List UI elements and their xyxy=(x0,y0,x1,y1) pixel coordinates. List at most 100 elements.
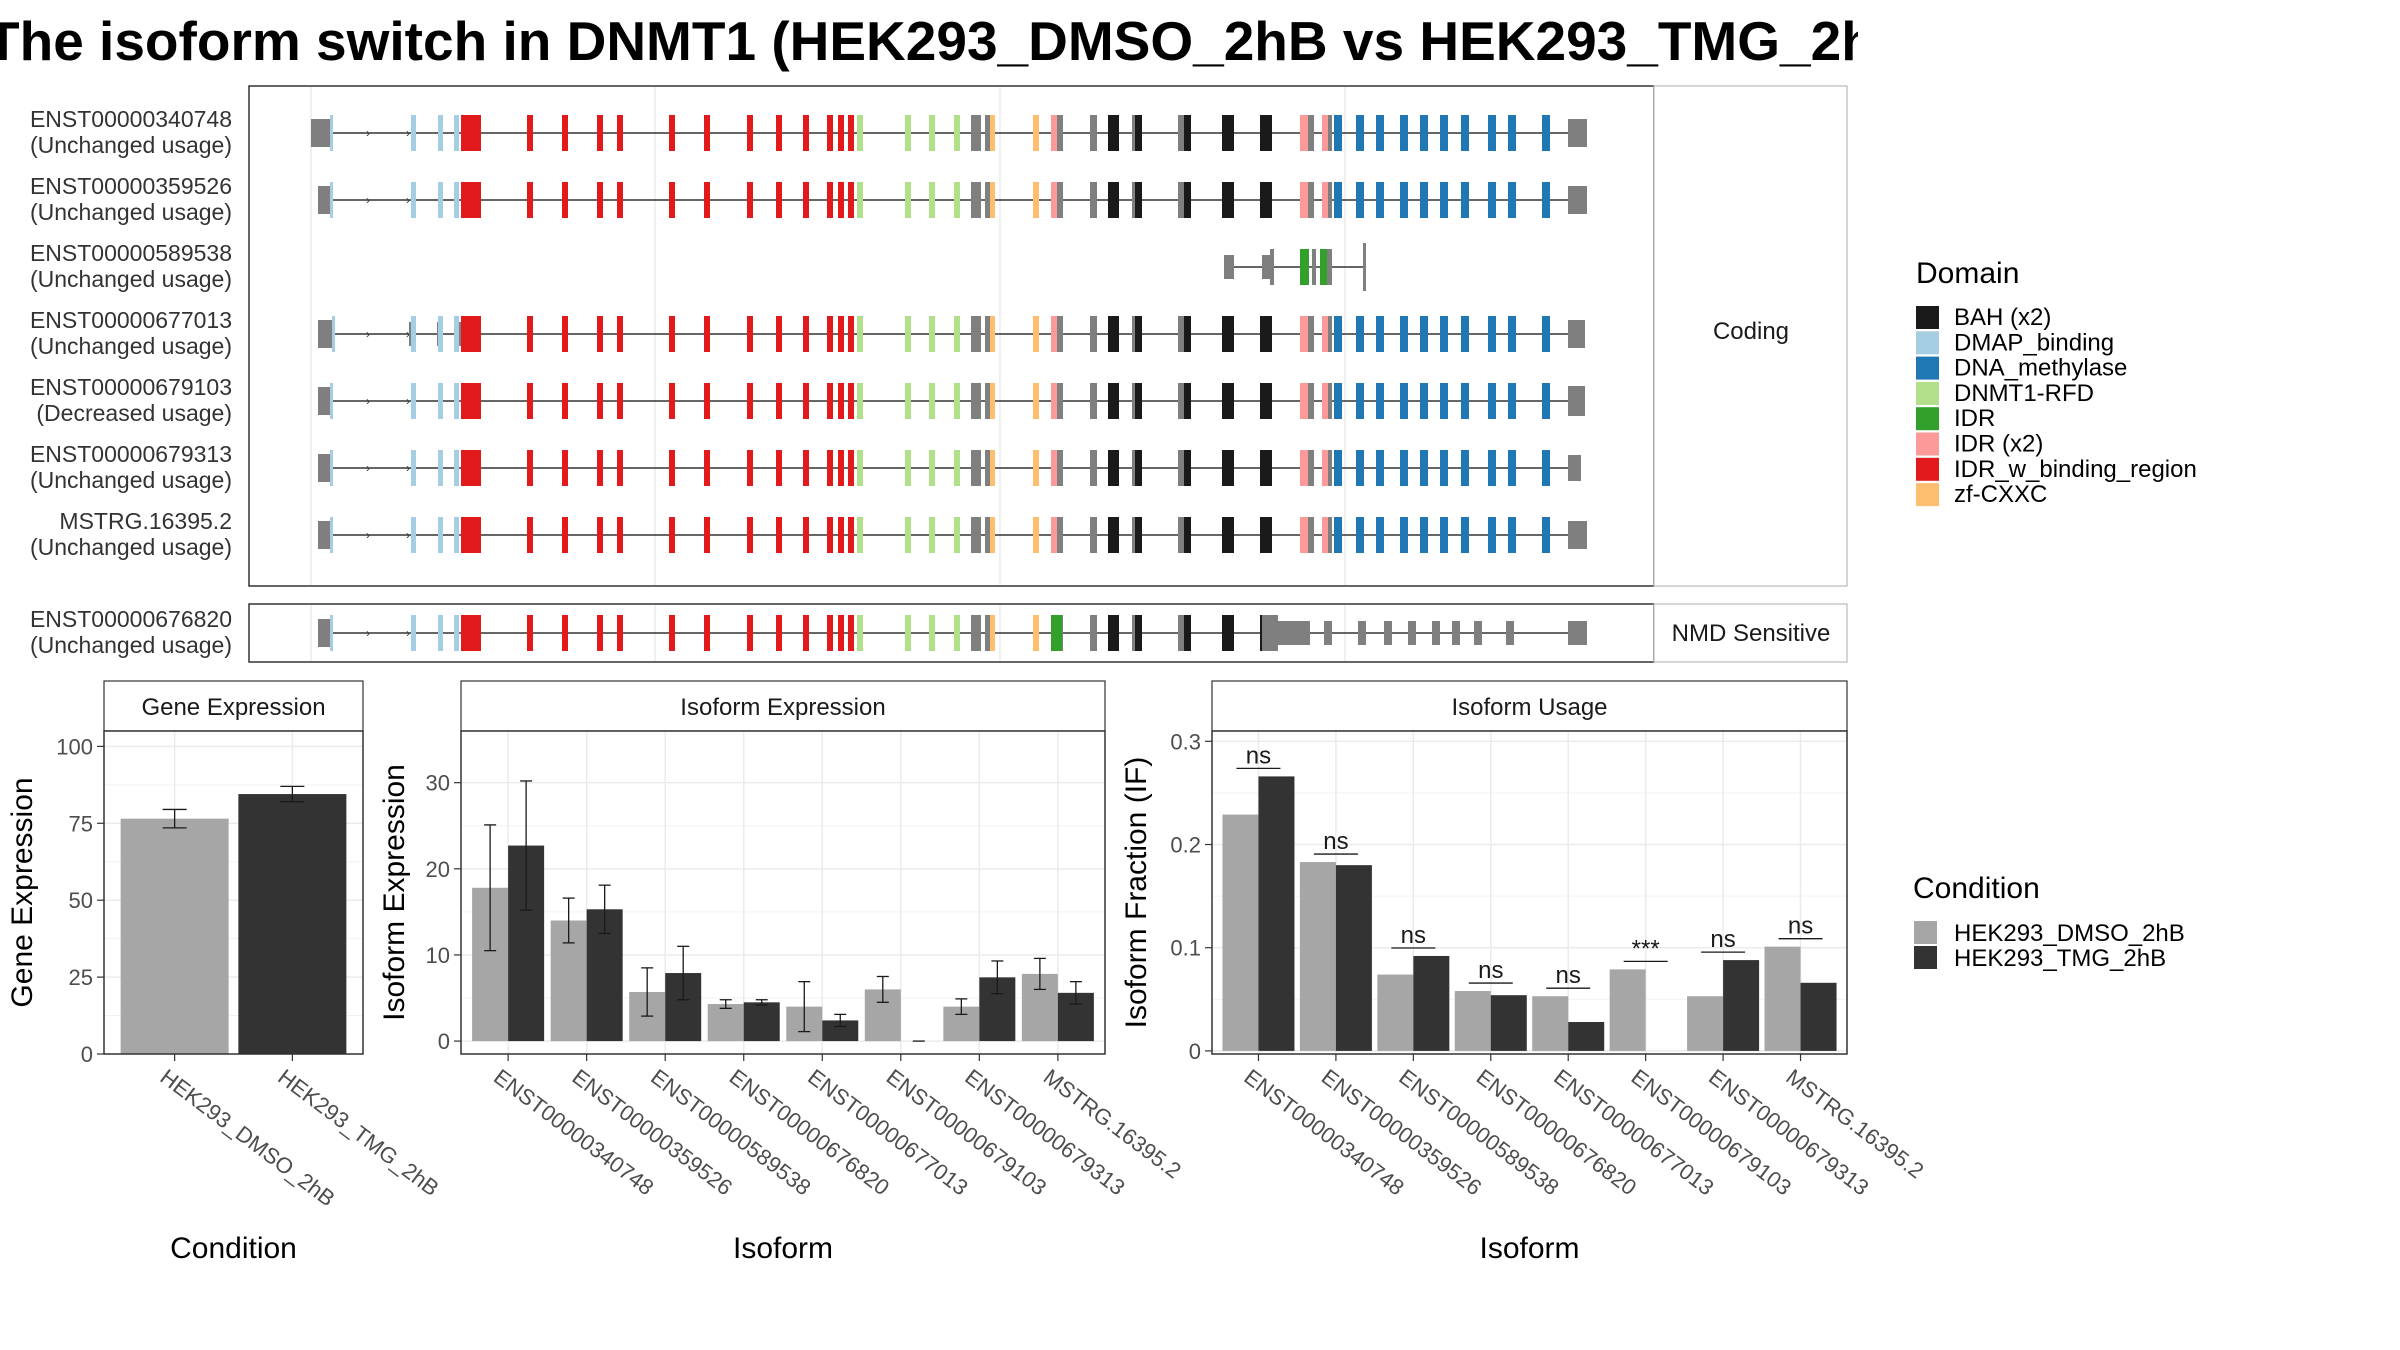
exon-block xyxy=(1108,316,1119,352)
exon-block xyxy=(1400,383,1408,419)
exon-block xyxy=(1328,517,1332,553)
exon-block xyxy=(1300,182,1308,218)
exon-block xyxy=(848,383,854,419)
exon-block xyxy=(1420,316,1428,352)
exon-block xyxy=(1488,517,1496,553)
exon-block xyxy=(1133,450,1142,486)
exon-block xyxy=(803,316,809,352)
exon-block xyxy=(747,316,753,352)
exon-block xyxy=(803,615,809,651)
condition-legend-title: Condition xyxy=(1913,872,2040,905)
exon-block xyxy=(985,115,991,151)
strand-arrow: › xyxy=(406,394,410,408)
exon-block xyxy=(1051,383,1057,419)
exon-block xyxy=(929,450,935,486)
exon-block xyxy=(330,115,333,151)
exon-block xyxy=(1222,115,1234,151)
exon-block xyxy=(461,517,481,553)
transcript-usage-label: (Unchanged usage) xyxy=(30,266,232,292)
exon-block xyxy=(747,115,753,151)
exon-block xyxy=(704,517,710,553)
exon-block xyxy=(597,115,603,151)
exon-block xyxy=(1300,383,1308,419)
exon-block xyxy=(597,383,603,419)
exon-block xyxy=(1461,115,1469,151)
exon-block xyxy=(1057,182,1063,218)
exon-block xyxy=(857,615,863,651)
transcript-id-label: ENST00000359526 xyxy=(30,173,232,199)
transcript-usage-label: (Unchanged usage) xyxy=(30,132,232,158)
exon-block xyxy=(1474,621,1482,645)
exon-block xyxy=(1432,621,1440,645)
exon-block xyxy=(1308,115,1314,151)
exon-block xyxy=(1178,316,1184,352)
exon-block xyxy=(1320,249,1327,285)
exon-block xyxy=(311,119,330,147)
exon-block xyxy=(776,182,782,218)
y-tick-label: 25 xyxy=(69,965,93,990)
exon-block xyxy=(1224,255,1234,279)
exon-block xyxy=(527,383,533,419)
exon-block xyxy=(1260,115,1272,151)
exon-block xyxy=(1568,455,1581,481)
exon-block xyxy=(1440,450,1448,486)
exon-block xyxy=(1184,615,1191,651)
exon-block xyxy=(454,383,459,419)
exon-block xyxy=(1568,386,1585,416)
exon-block xyxy=(1108,615,1119,651)
exon-block xyxy=(1334,182,1342,218)
exon-block xyxy=(1260,517,1272,553)
exon-block xyxy=(1542,383,1550,419)
exon-block xyxy=(461,450,481,486)
transcript-id-label: ENST00000589538 xyxy=(30,240,232,266)
significance-label: ns xyxy=(1710,926,1735,953)
domain-swatch xyxy=(1916,356,1939,380)
strand-arrow: › xyxy=(366,193,370,207)
exon-block xyxy=(1568,320,1585,348)
exon-block xyxy=(776,316,782,352)
exon-block xyxy=(905,383,911,419)
exon-block xyxy=(990,316,995,352)
exon-block xyxy=(985,517,991,553)
domain-legend-label: DNA_methylase xyxy=(1954,355,2127,382)
bar xyxy=(120,818,229,1054)
strand-arrow: › xyxy=(406,126,410,140)
exon-block xyxy=(1356,450,1364,486)
exon-block xyxy=(704,450,710,486)
exon-block xyxy=(1568,186,1587,214)
exon-block xyxy=(1132,615,1135,651)
exon-block xyxy=(954,182,960,218)
exon-block xyxy=(1440,182,1448,218)
exon-block xyxy=(971,383,981,419)
exon-block xyxy=(990,115,995,151)
transcript-row-ENST00000679103: ENST00000679103(Decreased usage) › › xyxy=(30,374,1585,426)
exon-block xyxy=(1057,115,1063,151)
exon-block xyxy=(1260,316,1272,352)
exon-block xyxy=(1057,316,1063,352)
bar xyxy=(1377,974,1414,1051)
transcript-usage-label: (Decreased usage) xyxy=(36,400,232,426)
exon-block xyxy=(747,615,753,651)
exon-block xyxy=(1178,383,1184,419)
exon-block xyxy=(1108,450,1119,486)
exon-block xyxy=(318,521,330,549)
transcript-id-label: MSTRG.16395.2 xyxy=(59,508,232,534)
exon-block xyxy=(411,517,416,553)
exon-block xyxy=(1376,383,1384,419)
exon-block xyxy=(1420,115,1428,151)
strand-arrow: › xyxy=(366,626,370,640)
exon-block xyxy=(1133,316,1142,352)
bar xyxy=(1222,814,1259,1051)
exon-block xyxy=(461,383,481,419)
exon-block xyxy=(1033,615,1039,651)
exon-block xyxy=(669,316,675,352)
exon-block xyxy=(1033,316,1039,352)
exon-block xyxy=(1420,517,1428,553)
domain-legend-title: Domain xyxy=(1916,257,2019,290)
nmd-strip xyxy=(1653,603,1848,663)
exon-block xyxy=(905,316,911,352)
exon-block xyxy=(617,517,623,553)
exon-block xyxy=(1308,182,1314,218)
exon-block xyxy=(1420,450,1428,486)
exon-block xyxy=(990,517,995,553)
